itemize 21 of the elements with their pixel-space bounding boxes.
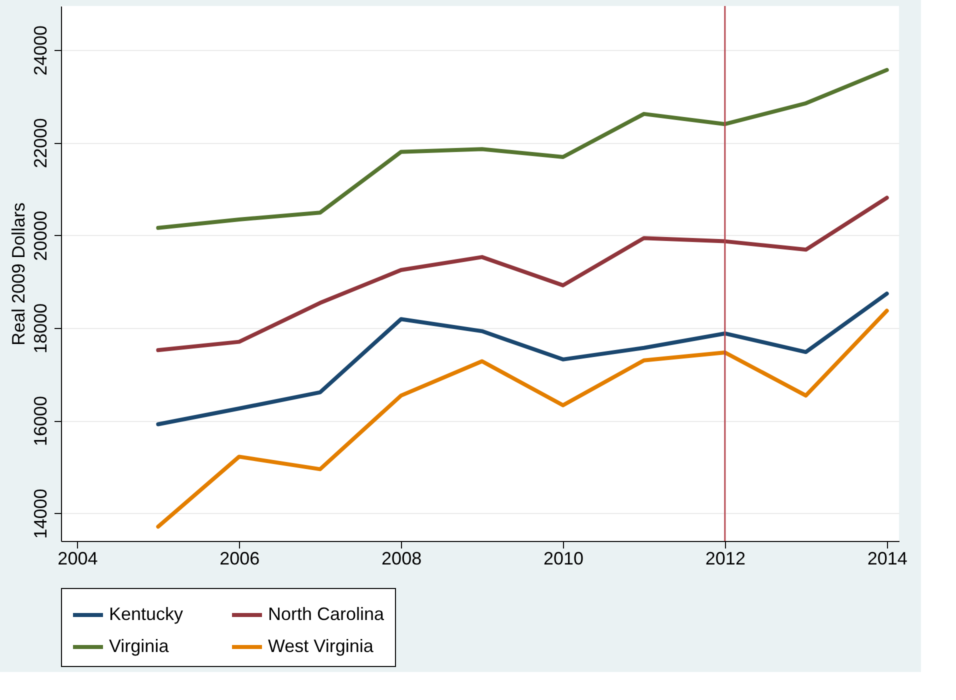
line-series [156, 292, 889, 426]
legend-label: Virginia [109, 636, 170, 656]
y-tick-label: 18000 [30, 303, 50, 354]
x-tick-label: 2010 [543, 548, 584, 568]
x-tick-label: 2008 [382, 548, 422, 568]
y-tick-label: 16000 [30, 396, 50, 446]
y-tick-label: 14000 [30, 488, 50, 539]
y-tick-label: 22000 [30, 118, 50, 168]
line-series [156, 308, 889, 529]
x-tick-label: 2004 [58, 548, 98, 568]
legend-label: Kentucky [109, 604, 184, 624]
y-tick-label: 20000 [30, 210, 50, 261]
x-tick-label: 2006 [220, 548, 260, 568]
line-series [156, 68, 889, 230]
y-axis-title: Real 2009 Dollars [8, 202, 28, 346]
line-series [156, 196, 889, 352]
y-tick-label: 24000 [30, 25, 50, 76]
x-tick-label: 2012 [705, 548, 746, 568]
x-tick-label: 2014 [867, 548, 908, 568]
legend-label: West Virginia [268, 636, 374, 656]
legend-label: North Carolina [268, 604, 386, 624]
